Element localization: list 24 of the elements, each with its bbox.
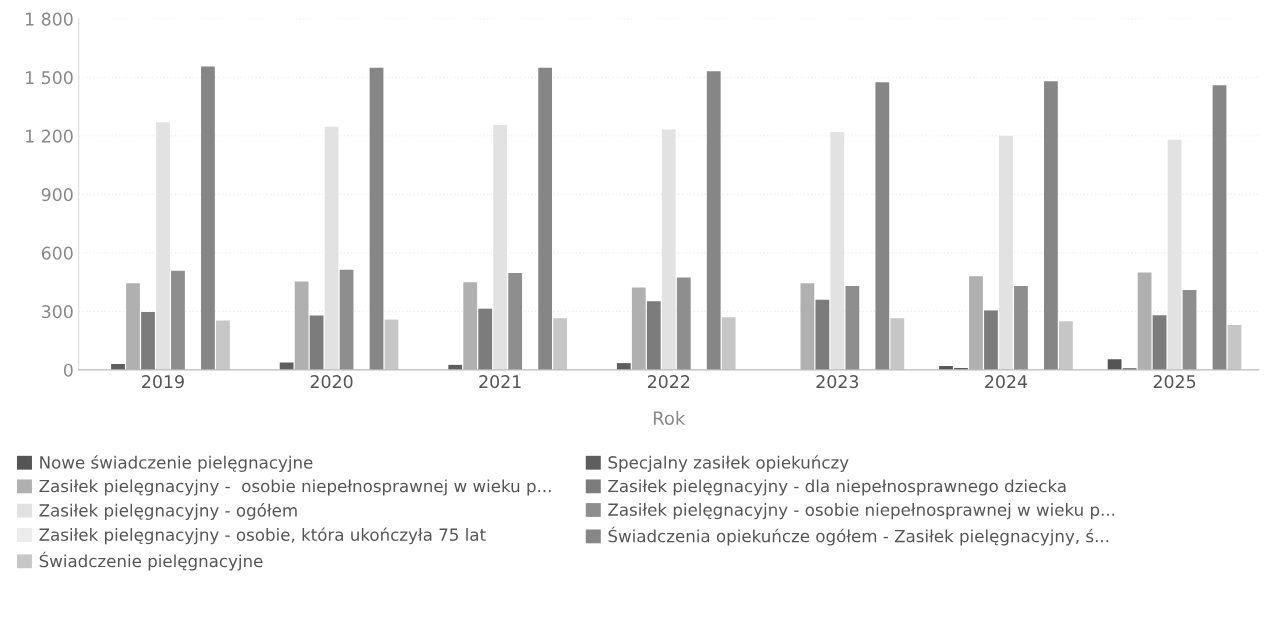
legend-label: Świadczenia opiekuńcze ogółem - Zasiłek pielęgnacyjny, ś... bbox=[608, 526, 1109, 546]
x-tick-label: 2021 bbox=[479, 375, 521, 389]
x-tick-label: 2022 bbox=[647, 375, 690, 389]
legend-label: Zasiłek pielęgnacyjny - dla niepełnosprawnego dziecka bbox=[608, 479, 1066, 496]
x-axis-title: Rok bbox=[653, 411, 686, 426]
x-tick-label: 2025 bbox=[1153, 375, 1196, 389]
x-tick-label: 2023 bbox=[816, 375, 859, 389]
x-tick-label: 2020 bbox=[310, 375, 353, 389]
y-tick-label: 900 bbox=[41, 188, 73, 202]
legend-label: Nowe świadczenie pielęgnacyjne bbox=[40, 455, 313, 472]
legend-label: Zasiłek pielęgnacyjny - ogółem bbox=[39, 503, 297, 520]
x-tick-label: 2024 bbox=[985, 375, 1028, 389]
y-tick-label: 300 bbox=[42, 305, 73, 319]
legend-label: Zasiłek pielęgnacyjny - osobie niepełnosprawnej w wieku p... bbox=[608, 503, 1115, 520]
y-tick-label: 0 bbox=[63, 363, 73, 377]
legend-label: Zasiłek pielęgnacyjny - osobie, która ukończyła 75 lat bbox=[39, 527, 486, 545]
legend-label: Świadczenie pielęgnacyjne bbox=[39, 551, 263, 571]
legend-label: Zasiłek pielęgnacyjny - osobie niepełnosprawnej w wieku p... bbox=[39, 479, 551, 496]
y-tick-label: 600 bbox=[41, 246, 73, 260]
y-tick-label: 1 200 bbox=[26, 129, 73, 143]
x-tick-label: 2019 bbox=[142, 375, 184, 389]
y-tick-label: 1 800 bbox=[26, 12, 73, 26]
legend-label: Specjalny zasiłek opiekuńczy bbox=[608, 455, 849, 472]
y-tick-label: 1 500 bbox=[26, 71, 73, 85]
